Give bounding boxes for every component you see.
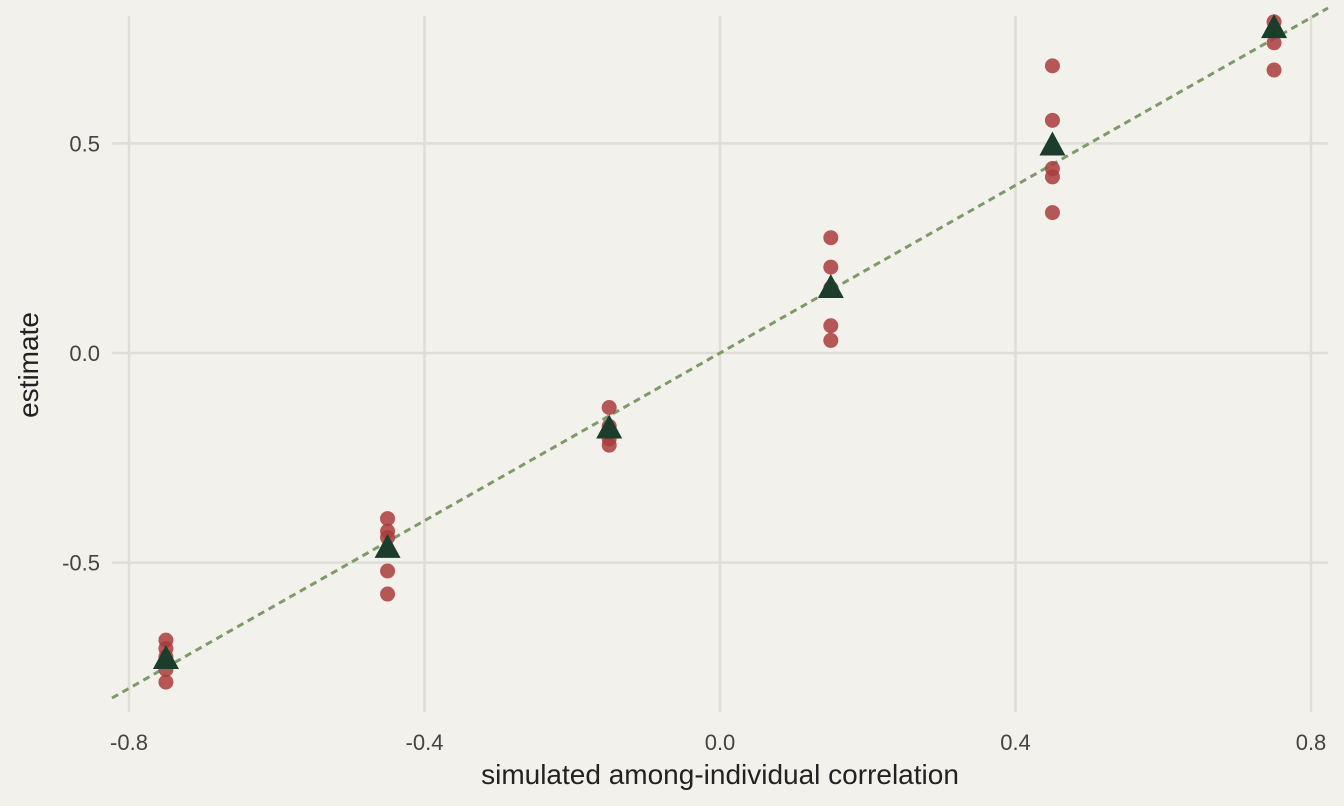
estimate-point <box>1044 112 1060 128</box>
estimate-point <box>823 318 839 334</box>
estimate-point <box>823 230 839 246</box>
y-axis-title: estimate <box>13 312 44 418</box>
estimate-point <box>380 511 396 527</box>
y-tick-labels: -0.5 0.0 0.5 <box>62 131 100 575</box>
x-axis-title: simulated among-individual correlation <box>481 759 959 790</box>
estimate-point <box>380 586 396 602</box>
estimate-point <box>601 437 617 453</box>
mean-triangle <box>596 414 623 439</box>
estimate-point <box>1044 58 1060 74</box>
estimate-point <box>1044 205 1060 221</box>
y-tick-label: 0.5 <box>69 131 100 156</box>
mean-triangle <box>374 533 401 558</box>
x-tick-label: 0.4 <box>1000 730 1031 755</box>
x-tick-label: -0.4 <box>406 730 444 755</box>
estimate-point <box>1044 169 1060 185</box>
estimate-point <box>823 332 839 348</box>
estimate-point <box>1266 62 1282 78</box>
mean-triangle <box>817 274 844 299</box>
mean-triangle <box>1039 131 1066 156</box>
x-tick-label: -0.8 <box>110 730 148 755</box>
x-tick-label: 0.8 <box>1296 730 1327 755</box>
mean-triangle <box>152 645 179 670</box>
estimate-point <box>823 259 839 275</box>
estimate-point <box>601 399 617 415</box>
y-tick-label: -0.5 <box>62 551 100 576</box>
mean-markers <box>152 14 1288 670</box>
estimate-point <box>380 563 396 579</box>
estimate-point <box>158 674 174 690</box>
estimate-point <box>1266 35 1282 51</box>
mean-triangle <box>1261 14 1288 39</box>
reference-line <box>111 6 1329 700</box>
x-tick-label: 0.0 <box>705 730 736 755</box>
x-tick-labels: -0.8 -0.4 0.0 0.4 0.8 <box>110 730 1326 755</box>
y-tick-label: 0.0 <box>69 341 100 366</box>
